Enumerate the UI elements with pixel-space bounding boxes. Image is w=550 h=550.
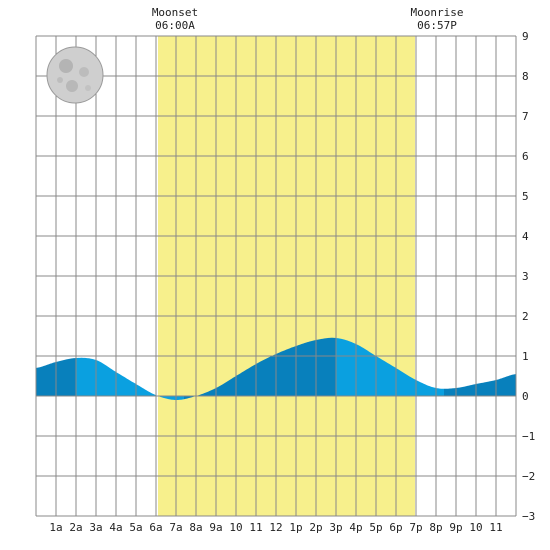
x-axis-ticks: 1a 2a 3a 4a 5a 6a 7a 8a 9a 10 11 12 1p 2p 3p 4p 5p 6p 7p 8p… xyxy=(49,521,502,534)
x-tick-label: 12 xyxy=(269,521,282,534)
y-tick-label: 9 xyxy=(522,30,529,43)
y-tick-label: −2 xyxy=(522,470,535,483)
y-tick-label: 1 xyxy=(522,350,529,363)
y-tick-label: 2 xyxy=(522,310,529,323)
grid-layer xyxy=(35,35,517,517)
y-tick-label: 6 xyxy=(522,150,529,163)
x-tick-label: 4a xyxy=(109,521,122,534)
tide-segment xyxy=(444,374,516,396)
x-tick-label: 2a xyxy=(69,521,82,534)
x-tick-label: 7a xyxy=(169,521,182,534)
tide-segment xyxy=(336,338,444,396)
y-tick-label: 8 xyxy=(522,70,529,83)
x-tick-label: 5a xyxy=(129,521,142,534)
x-tick-label: 4p xyxy=(349,521,362,534)
moonrise-label: Moonrise xyxy=(411,6,464,19)
moon-icon xyxy=(46,46,104,104)
x-tick-label: 6a xyxy=(149,521,162,534)
x-tick-label: 11 xyxy=(489,521,502,534)
y-tick-label: 4 xyxy=(522,230,529,243)
y-tick-label: −3 xyxy=(522,510,535,523)
tide-segment xyxy=(184,337,336,400)
y-tick-label: −1 xyxy=(522,430,535,443)
moonset-label: Moonset xyxy=(152,6,198,19)
x-tick-label: 9a xyxy=(209,521,222,534)
y-tick-label: 7 xyxy=(522,110,529,123)
moonrise-time: 06:57P xyxy=(417,19,457,32)
x-tick-label: 2p xyxy=(309,521,322,534)
x-tick-label: 10 xyxy=(469,521,482,534)
x-tick-label: 11 xyxy=(249,521,262,534)
x-tick-label: 10 xyxy=(229,521,242,534)
y-tick-label: 5 xyxy=(522,190,529,203)
x-tick-label: 9p xyxy=(449,521,462,534)
y-tick-label: 3 xyxy=(522,270,529,283)
x-tick-label: 3a xyxy=(89,521,102,534)
x-tick-label: 8p xyxy=(429,521,442,534)
x-tick-label: 5p xyxy=(369,521,382,534)
y-axis-ticks: 9 8 7 6 5 4 3 2 1 0 −1 −2 −3 xyxy=(522,30,535,523)
x-tick-label: 1p xyxy=(289,521,302,534)
y-tick-label: 0 xyxy=(522,390,529,403)
x-tick-label: 7p xyxy=(409,521,422,534)
x-tick-label: 8a xyxy=(189,521,202,534)
moonset-time: 06:00A xyxy=(155,19,195,32)
tide-segment xyxy=(76,357,184,400)
x-tick-label: 6p xyxy=(389,521,402,534)
x-tick-label: 1a xyxy=(49,521,62,534)
x-tick-label: 3p xyxy=(329,521,342,534)
